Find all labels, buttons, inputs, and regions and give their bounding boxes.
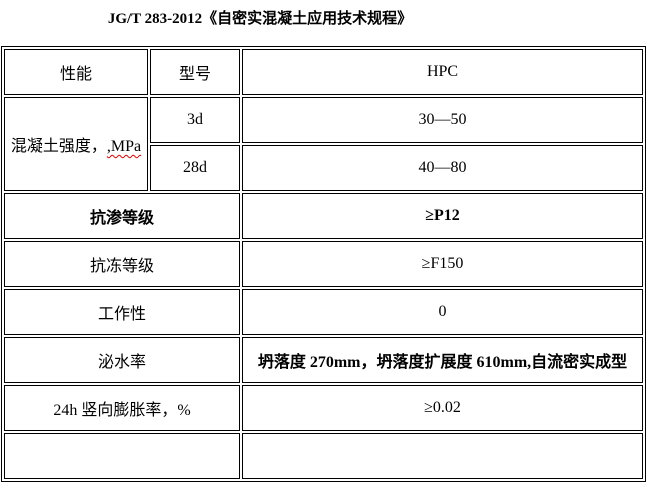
strength-age-3d-cell: 3d <box>150 97 240 143</box>
header-cell-hpc: HPC <box>242 49 643 95</box>
header-cell-model: 型号 <box>150 49 240 95</box>
frost-resistance-label-cell: 抗冻等级 <box>4 241 240 287</box>
frost-resistance-row: 抗冻等级 ≥F150 <box>4 241 643 287</box>
strength-value-3d-cell: 30—50 <box>242 97 643 143</box>
strength-label-cell: 混凝土强度，,MPa <box>4 97 148 191</box>
header-cell-property: 性能 <box>4 49 148 95</box>
impermeability-value-cell: ≥P12 <box>242 193 643 239</box>
strength-label-misspelled: ,MPa <box>106 138 142 155</box>
header-row: 性能 型号 HPC <box>4 49 643 95</box>
workability-label-cell: 工作性 <box>4 289 240 335</box>
partial-row-label-cell <box>4 433 240 479</box>
spec-table: 性能 型号 HPC 混凝土强度，,MPa 3d 30—50 28d 40—80 … <box>1 46 646 482</box>
document-title: JG/T 283-2012《自密实混凝土应用技术规程》 <box>107 11 413 27</box>
bleeding-rate-row: 泌水率 坍落度 270mm，坍落度扩展度 610mm,自流密实成型 <box>4 337 643 383</box>
expansion-rate-label-cell: 24h 竖向膨胀率，% <box>4 385 240 431</box>
strength-label-text: 混凝土强度， <box>10 138 107 155</box>
expansion-rate-value-cell: ≥0.02 <box>242 385 643 431</box>
strength-row-28d: 28d 40—80 <box>4 145 643 191</box>
impermeability-row: 抗渗等级 ≥P12 <box>4 193 643 239</box>
workability-row: 工作性 0 <box>4 289 643 335</box>
strength-row-3d: 混凝土强度，,MPa 3d 30—50 <box>4 97 643 191</box>
partial-row-value-cell <box>242 433 643 479</box>
bleeding-rate-value-cell: 坍落度 270mm，坍落度扩展度 610mm,自流密实成型 <box>242 337 643 383</box>
impermeability-label-cell: 抗渗等级 <box>4 193 240 239</box>
strength-value-28d-cell: 40—80 <box>242 145 643 191</box>
bleeding-rate-label-cell: 泌水率 <box>4 337 240 383</box>
table-row-partial <box>4 433 643 479</box>
strength-age-28d-cell: 28d <box>150 145 240 191</box>
frost-resistance-value-cell: ≥F150 <box>242 241 643 287</box>
expansion-rate-row: 24h 竖向膨胀率，% ≥0.02 <box>4 385 643 431</box>
workability-value-cell: 0 <box>242 289 643 335</box>
